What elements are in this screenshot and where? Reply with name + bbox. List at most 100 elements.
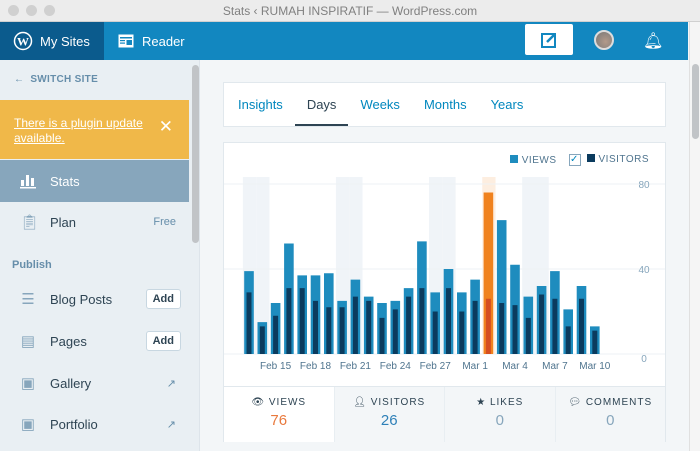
clipboard-icon: 📋︎ — [20, 214, 40, 231]
close-icon[interactable]: ✕ — [158, 117, 173, 136]
sidebar-item-label: Plan — [50, 214, 77, 230]
checkbox-visitors[interactable]: ✓ — [568, 154, 581, 166]
visitors-bar — [392, 309, 398, 354]
summary-views[interactable]: 👁︎ VIEWS 76 — [224, 387, 334, 442]
sidebar-item-label: Pages — [50, 333, 87, 349]
visitors-bar — [485, 298, 491, 354]
main-scrollbar[interactable] — [689, 22, 700, 451]
svg-text:W: W — [17, 35, 29, 49]
visitors-bar — [246, 292, 252, 354]
reader-label: Reader — [142, 33, 185, 49]
add-post-button[interactable]: Add — [145, 289, 181, 309]
visitors-bar — [446, 288, 451, 354]
x-tick-label: Feb 15 — [260, 361, 292, 372]
visitors-bar — [339, 307, 345, 354]
zoom-dot[interactable] — [44, 5, 55, 16]
sidebar-item-stats[interactable]: Stats — [0, 160, 189, 202]
switch-site-link[interactable]: ← SWITCH SITE — [14, 74, 98, 85]
reader-icon — [118, 34, 134, 48]
window-title: Stats ‹ RUMAH INSPIRATIF — WordPress.com — [222, 4, 478, 18]
legend-visitors[interactable]: ✓ VISITORS — [568, 154, 649, 166]
views-chart: 0 40 80 Feb 15 Feb 18 Feb 21 Feb 24 Feb 27 Mar 1… — [224, 177, 665, 372]
comments-value: 0 — [606, 412, 615, 429]
sidebar-item-gallery[interactable]: ▣ Gallery ↗ — [0, 363, 189, 403]
x-tick-label: Feb 18 — [300, 361, 332, 372]
views-bar — [483, 192, 494, 354]
my-sites-button[interactable]: W My Sites — [0, 22, 104, 60]
summary-likes[interactable]: ★ LIKES 0 — [444, 387, 555, 442]
person-icon: 👤︎ — [353, 397, 371, 408]
likes-value: 0 — [495, 412, 504, 429]
visitors-bar — [299, 288, 305, 354]
sidebar-item-plan[interactable]: 📋︎ Plan Free — [0, 202, 189, 242]
legend-views: VIEWS — [509, 154, 557, 166]
arrow-left-icon: ← — [14, 74, 25, 85]
period-tabs: Insights Days Weeks Months Years — [223, 82, 666, 127]
scrollbar-thumb[interactable] — [692, 64, 699, 139]
visitors-bar — [592, 330, 598, 354]
sidebar-item-label: Stats — [50, 173, 80, 189]
window-controls[interactable] — [8, 5, 55, 16]
x-tick-label: Mar 10 — [579, 361, 611, 372]
reader-button[interactable]: Reader — [118, 22, 185, 60]
sidebar-item-blog-posts[interactable]: ☰ Blog Posts Add — [0, 279, 189, 319]
sidebar-item-label: Portfolio — [50, 416, 98, 432]
minimize-dot[interactable] — [26, 5, 37, 16]
visitors-bar — [512, 305, 518, 354]
visitors-bar — [539, 294, 545, 354]
plugin-update-link[interactable]: There is a plugin update available. — [14, 116, 143, 145]
visitors-bar — [472, 300, 478, 354]
visitors-bar — [565, 326, 571, 354]
posts-icon: ☰ — [21, 291, 35, 308]
plan-badge: Free — [153, 216, 176, 228]
external-link-icon: ↗ — [166, 418, 176, 431]
visitors-bar — [286, 288, 292, 354]
visitors-bar — [259, 326, 265, 354]
x-tick-label: Feb 21 — [340, 361, 372, 372]
switch-site-label: SWITCH SITE — [30, 74, 99, 85]
tab-days[interactable]: Days — [294, 83, 349, 126]
y-tick-label: 40 — [638, 265, 650, 276]
write-button[interactable] — [525, 24, 573, 55]
write-icon — [541, 32, 556, 48]
gallery-icon: ▣ — [20, 375, 36, 392]
window-titlebar: Stats ‹ RUMAH INSPIRATIF — WordPress.com — [0, 0, 700, 22]
sidebar: ← SWITCH SITE There is a plugin update av… — [0, 60, 200, 451]
star-icon: ★ — [476, 397, 490, 408]
y-tick-label: 0 — [641, 354, 647, 365]
add-page-button[interactable]: Add — [145, 331, 181, 351]
portfolio-icon: ▣ — [20, 416, 36, 433]
visitors-bar — [273, 315, 279, 354]
tab-years[interactable]: Years — [490, 97, 524, 112]
summary-visitors[interactable]: 👤︎ VISITORS 26 — [333, 387, 444, 442]
visitors-bar — [406, 296, 412, 354]
sidebar-item-label: Blog Posts — [50, 291, 113, 307]
notifications-icon[interactable]: 🔔︎ — [643, 33, 664, 50]
tab-insights[interactable]: Insights — [238, 97, 283, 112]
y-tick-label: 80 — [638, 180, 650, 191]
visitors-bar — [326, 307, 332, 354]
external-link-icon: ↗ — [166, 377, 176, 390]
visitors-bar — [579, 298, 584, 354]
avatar[interactable] — [594, 30, 614, 50]
weekend-shade — [256, 177, 270, 354]
tab-months[interactable]: Months — [423, 97, 467, 112]
close-dot[interactable] — [8, 5, 19, 16]
views-bar — [496, 220, 507, 354]
views-value: 76 — [270, 412, 288, 429]
sidebar-item-portfolio[interactable]: ▣ Portfolio ↗ — [0, 404, 189, 444]
tab-weeks[interactable]: Weeks — [360, 97, 400, 112]
sidebar-scrollbar[interactable] — [192, 65, 199, 243]
stats-chart-card: VIEWS ✓ VISITORS 0 40 80 Feb 15 Feb 18 Feb 21 F… — [223, 142, 666, 442]
visitors-bar — [366, 300, 372, 354]
comment-icon: 💬︎ — [568, 397, 586, 408]
visitors-bar — [313, 300, 318, 354]
sidebar-item-pages[interactable]: ▤ Pages Add — [0, 321, 189, 361]
visitors-bar — [432, 311, 438, 354]
summary-tabs: 👁︎ VIEWS 76 👤︎ VISITORS 26 ★ LIKES 0 💬︎ … — [224, 386, 665, 442]
visitors-bar — [352, 296, 358, 354]
chart-legend: VIEWS ✓ VISITORS — [509, 154, 649, 166]
wordpress-icon: W — [13, 31, 33, 51]
x-tick-label: Mar 4 — [502, 361, 528, 372]
summary-comments[interactable]: 💬︎ COMMENTS 0 — [554, 387, 665, 442]
